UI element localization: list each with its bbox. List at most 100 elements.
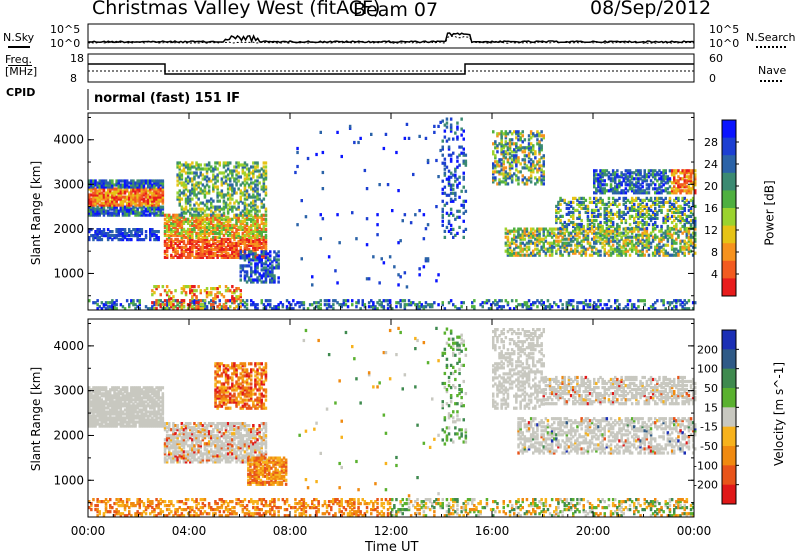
heatmap-cell [406, 123, 409, 126]
heatmap-cell [604, 248, 607, 251]
heatmap-cell [568, 207, 571, 210]
heatmap-cell [307, 157, 310, 160]
heatmap-cell [650, 197, 653, 200]
heatmap-cell [336, 213, 339, 216]
y-tick-label: 1000 [53, 266, 84, 280]
heatmap-cell [378, 281, 381, 284]
heatmap-cell [437, 175, 440, 178]
heatmap-cell [568, 232, 571, 235]
heatmap-cell [675, 305, 678, 308]
heatmap-cell [153, 291, 156, 294]
heatmap-cell [463, 138, 466, 141]
heatmap-cell [322, 151, 325, 154]
heatmap-cell [625, 219, 628, 222]
heatmap-cell [292, 299, 295, 302]
heatmap-cell [454, 132, 457, 135]
heatmap-cell [265, 185, 268, 188]
heatmap-cell [162, 179, 165, 182]
heatmap-cell [183, 305, 186, 308]
heatmap-cell [492, 130, 495, 133]
heatmap-cell [618, 197, 621, 200]
heatmap-cell [372, 255, 375, 258]
heatmap-cell [656, 299, 659, 302]
heatmap-cell [399, 239, 402, 242]
heatmap-cell [162, 285, 165, 288]
heatmap-cell [665, 197, 668, 200]
heatmap-cell [376, 223, 379, 226]
heatmap-cell [612, 217, 615, 220]
heatmap-cell [214, 181, 217, 184]
heatmap-cell [204, 299, 207, 302]
heatmap-cell [277, 250, 280, 253]
heatmap-cell [618, 248, 621, 251]
heatmap-cell [214, 287, 217, 290]
heatmap-cell [200, 163, 203, 166]
heatmap-cell [185, 206, 188, 209]
heatmap-cell [349, 125, 352, 128]
heatmap-cell [223, 295, 226, 298]
heatmap-cell [543, 301, 546, 304]
heatmap-cell [589, 242, 592, 245]
heatmap-cell [162, 303, 165, 306]
heatmap-cell [463, 301, 466, 304]
heatmap-cell [265, 169, 268, 172]
heatmap-cell [568, 201, 571, 204]
heatmap-cell [458, 182, 461, 185]
heatmap-cell [351, 211, 354, 214]
heatmap-cell [524, 158, 527, 161]
heatmap-cell [214, 185, 217, 188]
heatmap-cell [639, 169, 642, 172]
heatmap-cell [669, 177, 672, 180]
heatmap-cell [176, 299, 179, 302]
heatmap-cell [433, 125, 436, 128]
heatmap-cell [265, 218, 268, 221]
heatmap-cell [381, 257, 384, 260]
heatmap-cell [115, 303, 118, 306]
heatmap-cell [246, 222, 249, 225]
heatmap-cell [601, 225, 604, 228]
heatmap-cell [578, 211, 581, 214]
heatmap-cell [517, 176, 520, 179]
heatmap-cell [322, 217, 325, 220]
heatmap-cell [454, 192, 457, 195]
heatmap-cell [667, 244, 670, 247]
heatmap-cell [397, 283, 400, 286]
heatmap-cell [568, 219, 571, 222]
heatmap-cell [589, 197, 592, 200]
heatmap-cell [320, 237, 323, 240]
heatmap-cell [240, 278, 243, 281]
heatmap-cell [460, 305, 463, 308]
heatmap-cell [265, 260, 268, 263]
heatmap-cell [195, 289, 198, 292]
heatmap-cell [454, 174, 457, 177]
heatmap-cell [515, 142, 518, 145]
heatmap-cell [265, 228, 268, 231]
heatmap-cell [265, 214, 268, 217]
heatmap-cell [618, 240, 621, 243]
heatmap-cell [454, 198, 457, 201]
heatmap-cell [162, 206, 165, 209]
heatmap-cell [157, 236, 160, 239]
heatmap-cell [662, 299, 665, 302]
heatmap-cell [463, 204, 466, 207]
heatmap-cell [631, 240, 634, 243]
heatmap-cell [256, 214, 259, 217]
heatmap-cell [214, 242, 217, 245]
heatmap-cell [494, 176, 497, 179]
heatmap-cell [410, 221, 413, 224]
heatmap-cell [669, 227, 672, 230]
heatmap-cell [376, 233, 379, 236]
heatmap-cell [650, 246, 653, 249]
heatmap-cell [599, 213, 602, 216]
heatmap-cell [437, 273, 440, 276]
heatmap-cell [246, 303, 249, 306]
heatmap-cell [599, 250, 602, 253]
heatmap-cell [656, 225, 659, 228]
heatmap-cell [559, 219, 562, 222]
heatmap-cell [561, 303, 564, 306]
heatmap-cell [654, 221, 657, 224]
heatmap-cell [595, 219, 598, 222]
heatmap-cell [606, 183, 609, 186]
heatmap-cell [219, 200, 222, 203]
